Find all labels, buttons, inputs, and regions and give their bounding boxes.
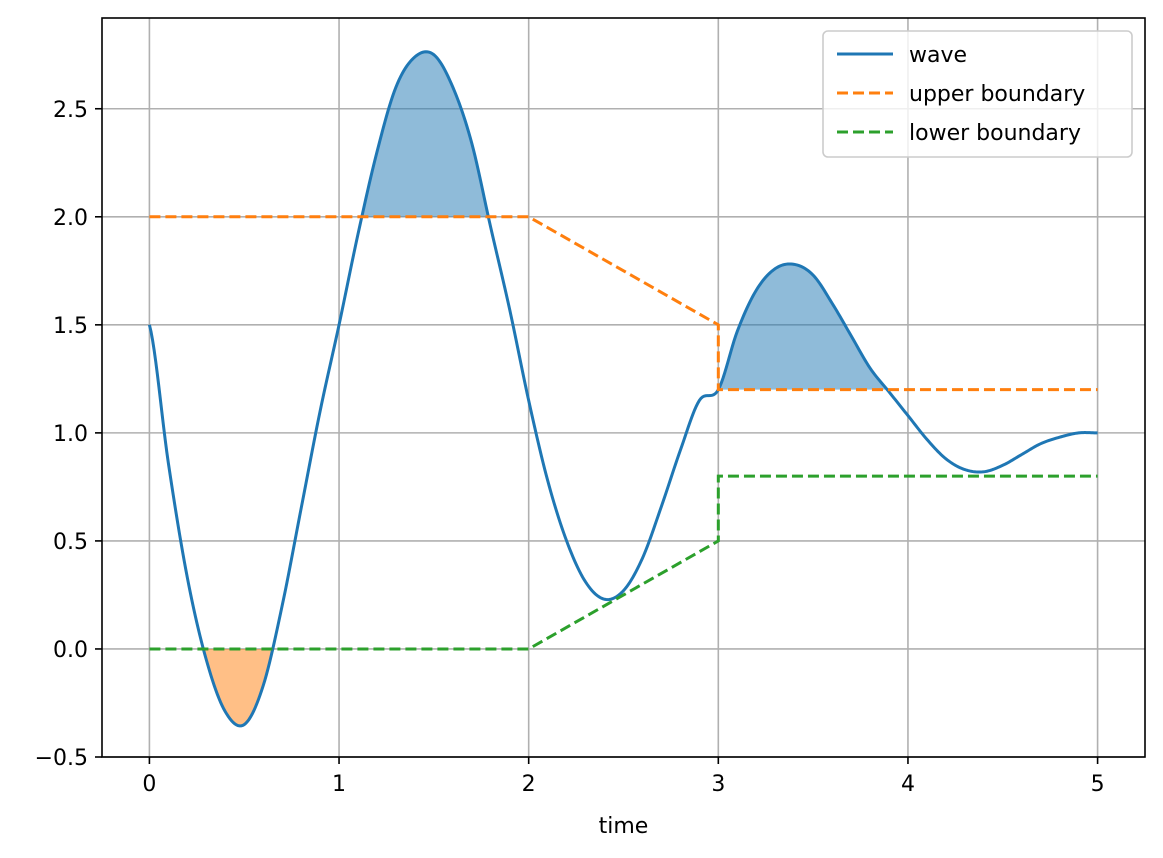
x-axis-label: time <box>599 814 649 839</box>
x-tick-label-5: 5 <box>1091 772 1105 797</box>
grid <box>102 18 1145 758</box>
legend-label-1: upper boundary <box>909 82 1085 107</box>
series-line-upper-boundary <box>149 215 1098 392</box>
series-line-wave <box>147 50 1098 728</box>
x-tick-label-1: 1 <box>332 772 346 797</box>
x-tick-label-4: 4 <box>901 772 915 797</box>
y-tick-label-3: 1.0 <box>53 422 88 447</box>
legend-label-0: wave <box>909 43 967 68</box>
y-tick-label-2: 0.5 <box>53 530 88 555</box>
axes-frame <box>101 17 1146 758</box>
series-line-lower-boundary <box>149 474 1098 651</box>
y-tick-label-5: 2.0 <box>53 206 88 231</box>
x-tick-label-0: 0 <box>142 772 156 797</box>
y-tick-label-0: −0.5 <box>35 746 88 771</box>
fill-region-0-1 <box>719 263 888 390</box>
y-tick-label-4: 1.5 <box>53 314 88 339</box>
legend-box <box>822 30 1133 158</box>
ticks: 0 1 2 3 4 5 −0.5 0.0 0.5 1.0 1.5 2.0 2.5 <box>35 98 1105 797</box>
axes <box>101 17 1146 758</box>
y-tick-label-6: 2.5 <box>53 98 88 123</box>
legend: wave upper boundary lower boundary <box>822 30 1133 158</box>
y-tick-label-1: 0.0 <box>53 638 88 663</box>
x-tick-label-3: 3 <box>711 772 725 797</box>
legend-label-2: lower boundary <box>909 121 1081 146</box>
x-tick-label-2: 2 <box>522 772 536 797</box>
series-lines <box>147 50 1098 728</box>
